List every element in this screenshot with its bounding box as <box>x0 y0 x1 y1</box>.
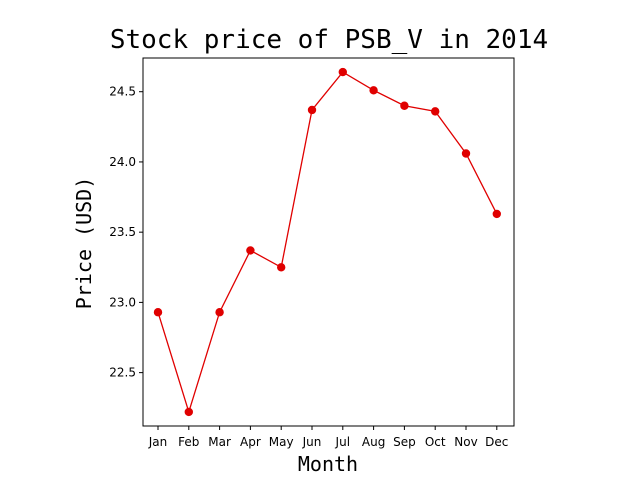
y-tick-label: 24.0 <box>109 155 136 169</box>
data-point-sep <box>400 101 409 110</box>
x-tick-label: Aug <box>362 435 385 449</box>
x-tick-label: Jan <box>148 435 168 449</box>
x-tick-label: Nov <box>454 435 477 449</box>
x-tick-label: Oct <box>425 435 446 449</box>
y-tick-label: 23.5 <box>109 225 136 239</box>
data-point-jan <box>153 308 163 317</box>
x-tick-label: Apr <box>240 435 261 449</box>
series-line <box>157 71 498 415</box>
chart-title: Stock price of PSB_V in 2014 <box>110 25 548 55</box>
data-point-apr <box>246 246 255 255</box>
y-axis-label: Price (USD) <box>72 177 96 309</box>
data-point-nov <box>461 149 471 158</box>
y-tick-label: 24.5 <box>109 85 136 99</box>
x-tick-label: May <box>269 435 294 449</box>
x-tick-label: Mar <box>208 435 231 449</box>
y-tick-label: 22.5 <box>109 366 136 380</box>
y-tick-label: 23.0 <box>109 295 136 309</box>
data-point-jul <box>338 67 347 77</box>
x-tick-label: Dec <box>485 435 508 449</box>
x-tick-label: Jul <box>335 435 350 449</box>
data-points <box>153 67 501 417</box>
y-axis: 22.5 23.0 23.5 24.0 24.5 <box>109 85 143 380</box>
data-point-jun <box>307 105 317 115</box>
x-tick-label: Feb <box>178 435 199 449</box>
data-point-dec <box>492 209 501 219</box>
data-point-oct <box>431 107 440 116</box>
x-tick-label: Sep <box>393 435 416 449</box>
data-point-mar <box>215 308 224 317</box>
x-tick-label: Jun <box>302 435 322 449</box>
x-axis: Jan Feb Mar Apr May Jun Jul Aug Sep Oct Nov Dec <box>148 426 508 449</box>
plot-area <box>142 57 515 427</box>
data-point-may <box>277 263 286 272</box>
data-point-feb <box>184 407 193 417</box>
data-point-aug <box>369 86 378 95</box>
x-axis-label: Month <box>298 452 358 476</box>
